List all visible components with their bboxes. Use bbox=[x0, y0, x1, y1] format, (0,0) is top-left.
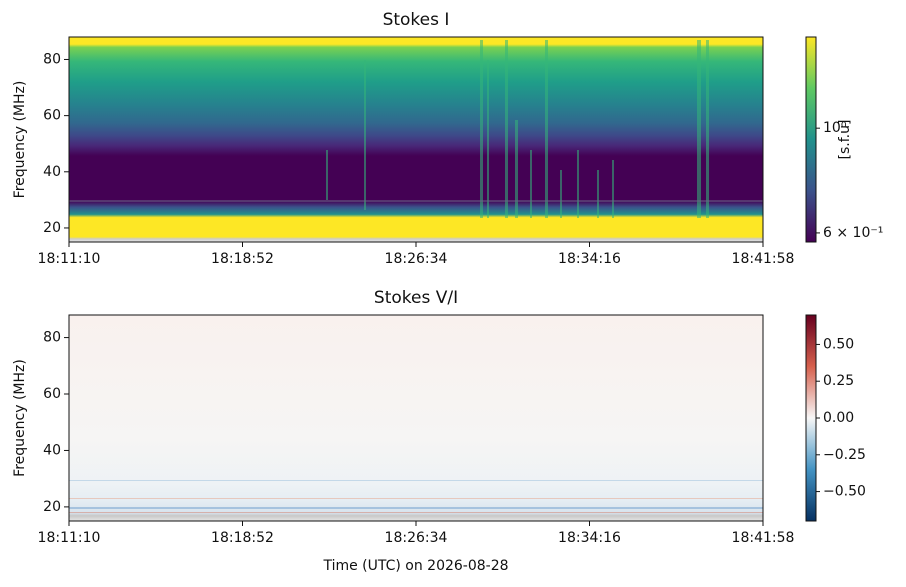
spectrogram-image bbox=[69, 37, 763, 521]
x-axis-label: Time (UTC) on 2026-08-28 bbox=[322, 558, 508, 574]
colorbar-tick-label: 10⁰ bbox=[823, 120, 847, 136]
y-tick-label: 60 bbox=[43, 108, 61, 124]
colorbar-tick-label: 0.00 bbox=[823, 410, 854, 426]
y-tick-label: 20 bbox=[43, 499, 61, 515]
y-tick-label: 40 bbox=[43, 164, 61, 180]
y-tick-label: 80 bbox=[43, 51, 61, 67]
colorbar bbox=[805, 314, 817, 522]
y-tick-label: 40 bbox=[43, 442, 61, 458]
colorbar-tick-label: −0.25 bbox=[823, 447, 866, 463]
colorbar-tick-label: 0.50 bbox=[823, 336, 854, 352]
x-tick-label: 18:41:58 bbox=[732, 251, 795, 267]
chart-title: Stokes I bbox=[383, 10, 450, 30]
x-tick-label: 18:18:52 bbox=[211, 530, 274, 546]
y-tick-label: 60 bbox=[43, 386, 61, 402]
x-tick-label: 18:18:52 bbox=[211, 251, 274, 267]
x-tick-label: 18:41:58 bbox=[732, 530, 795, 546]
x-tick-label: 18:11:10 bbox=[38, 251, 101, 267]
chart-title: Stokes V/I bbox=[374, 288, 458, 308]
y-axis-label: Frequency (MHz) bbox=[12, 81, 28, 199]
x-tick-label: 18:11:10 bbox=[38, 530, 101, 546]
y-tick-label: 80 bbox=[43, 330, 61, 346]
y-tick-label: 20 bbox=[43, 220, 61, 236]
x-tick-label: 18:34:16 bbox=[558, 530, 621, 546]
x-tick-label: 18:26:34 bbox=[385, 530, 448, 546]
y-axis-label: Frequency (MHz) bbox=[12, 359, 28, 477]
colorbar bbox=[805, 36, 817, 243]
colorbar-tick-label: 6 × 10⁻¹ bbox=[823, 225, 883, 241]
colorbar-tick-label: 0.25 bbox=[823, 373, 854, 389]
colorbar-tick-label: −0.50 bbox=[823, 484, 866, 500]
x-tick-label: 18:34:16 bbox=[558, 251, 621, 267]
x-tick-label: 18:26:34 bbox=[385, 251, 448, 267]
colorbar-label: [s.f.u] bbox=[837, 120, 853, 160]
